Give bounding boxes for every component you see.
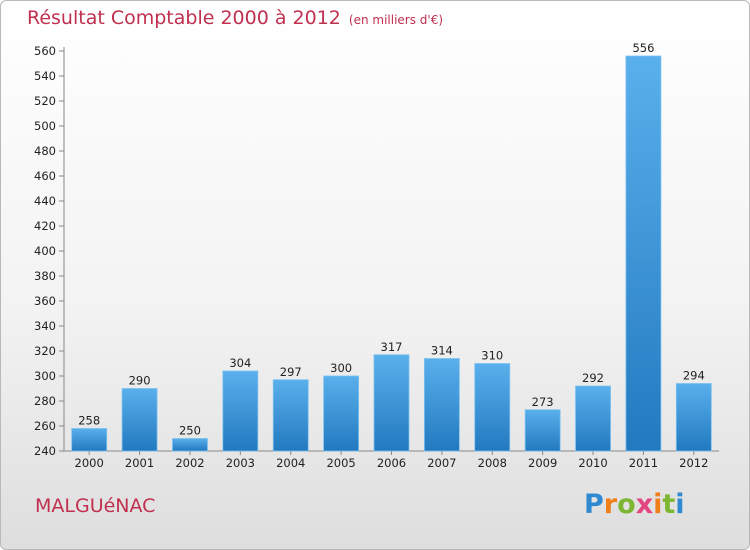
bar — [121, 388, 158, 452]
y-tick: 460 — [34, 169, 64, 183]
y-tick: 300 — [34, 369, 64, 383]
data-label: 556 — [632, 41, 654, 55]
bar — [575, 385, 611, 452]
x-tick: 2008 — [478, 451, 507, 470]
data-label: 317 — [381, 340, 403, 354]
y-tick: 400 — [34, 244, 64, 258]
y-tick-label: 500 — [34, 119, 56, 133]
title-text: Résultat Comptable 2000 à 2012 — [27, 7, 341, 29]
x-tick: 2005 — [326, 451, 356, 470]
x-tick-label: 2001 — [125, 456, 154, 470]
x-tick-label: 2000 — [75, 456, 104, 470]
y-tick-label: 300 — [34, 369, 56, 383]
chart-subtitle: (en milliers d'€) — [348, 13, 444, 27]
x-tick-label: 2010 — [578, 456, 607, 470]
x-tick: 2002 — [175, 451, 205, 470]
y-tick-label: 340 — [34, 319, 56, 333]
y-tick: 340 — [34, 319, 64, 333]
x-tick-label: 2011 — [629, 456, 658, 470]
data-label: 273 — [532, 395, 554, 409]
bar — [272, 379, 309, 452]
bars — [71, 55, 712, 452]
data-label: 297 — [280, 365, 302, 379]
y-tick-label: 280 — [34, 394, 56, 408]
bar — [71, 428, 108, 452]
y-tick-label: 460 — [34, 169, 56, 183]
value-labels: 258 290 250 304 297 300 317 314 310 273 292 556 294 — [78, 41, 705, 438]
x-tick: 2001 — [125, 451, 154, 470]
y-tick-label: 420 — [34, 219, 56, 233]
y-tick-label: 520 — [34, 94, 56, 108]
x-tick-label: 2003 — [226, 456, 255, 470]
x-tick: 2000 — [75, 451, 104, 470]
y-tick-label: 440 — [34, 194, 56, 208]
x-tick: 2011 — [629, 451, 658, 470]
proxiti-logo: Proxiti — [584, 489, 685, 520]
y-tick-label: 380 — [34, 269, 56, 283]
x-tick: 2010 — [578, 451, 608, 470]
y-tick: 500 — [34, 119, 64, 133]
y-tick-label: 480 — [34, 144, 56, 158]
x-tick-label: 2004 — [276, 456, 305, 470]
x-tick: 2012 — [679, 451, 708, 470]
data-label: 304 — [229, 356, 251, 370]
y-tick: 280 — [34, 394, 64, 408]
data-label: 294 — [683, 369, 705, 383]
data-label: 258 — [78, 414, 100, 428]
x-tick: 2003 — [226, 451, 255, 470]
y-tick-label: 360 — [34, 294, 56, 308]
x-tick: 2006 — [377, 451, 406, 470]
x-tick-label: 2007 — [427, 456, 456, 470]
y-tick-label: 560 — [34, 44, 56, 58]
y-tick: 380 — [34, 269, 64, 283]
y-tick-label: 400 — [34, 244, 56, 258]
x-tick: 2009 — [528, 451, 557, 470]
data-label: 290 — [129, 374, 151, 388]
y-tick: 260 — [34, 419, 64, 433]
commune-name: MALGUéNAC — [35, 495, 156, 517]
y-tick: 420 — [34, 219, 64, 233]
bar — [323, 375, 360, 452]
x-tick-label: 2005 — [326, 456, 355, 470]
chart-title: Résultat Comptable 2000 à 2012 (en millie… — [27, 7, 443, 29]
y-tick: 240 — [34, 444, 64, 458]
x-tick-label: 2012 — [679, 456, 708, 470]
bar — [675, 383, 712, 452]
x-tick: 2004 — [276, 451, 305, 470]
x-tick-label: 2002 — [175, 456, 204, 470]
data-label: 292 — [582, 371, 604, 385]
x-tick-label: 2006 — [377, 456, 406, 470]
y-tick: 320 — [34, 344, 64, 358]
y-tick: 360 — [34, 294, 64, 308]
bar — [222, 370, 259, 452]
bar — [625, 55, 662, 452]
y-tick: 480 — [34, 144, 64, 158]
bar — [172, 438, 208, 452]
y-tick-label: 540 — [34, 69, 56, 83]
data-label: 310 — [481, 349, 503, 363]
y-tick: 520 — [34, 94, 64, 108]
y-tick: 440 — [34, 194, 64, 208]
data-label: 300 — [330, 361, 352, 375]
y-tick: 540 — [34, 69, 64, 83]
y-tick-label: 320 — [34, 344, 56, 358]
x-tick-label: 2009 — [528, 456, 557, 470]
bar — [423, 358, 460, 452]
bar — [373, 354, 410, 452]
y-tick-label: 260 — [34, 419, 56, 433]
data-label: 250 — [179, 424, 201, 438]
data-label: 314 — [431, 344, 453, 358]
x-tick-label: 2008 — [478, 456, 507, 470]
y-tick: 560 — [34, 44, 64, 58]
bar — [524, 409, 561, 452]
x-tick: 2007 — [427, 451, 457, 470]
bar — [474, 363, 511, 452]
y-tick-label: 240 — [34, 444, 56, 458]
